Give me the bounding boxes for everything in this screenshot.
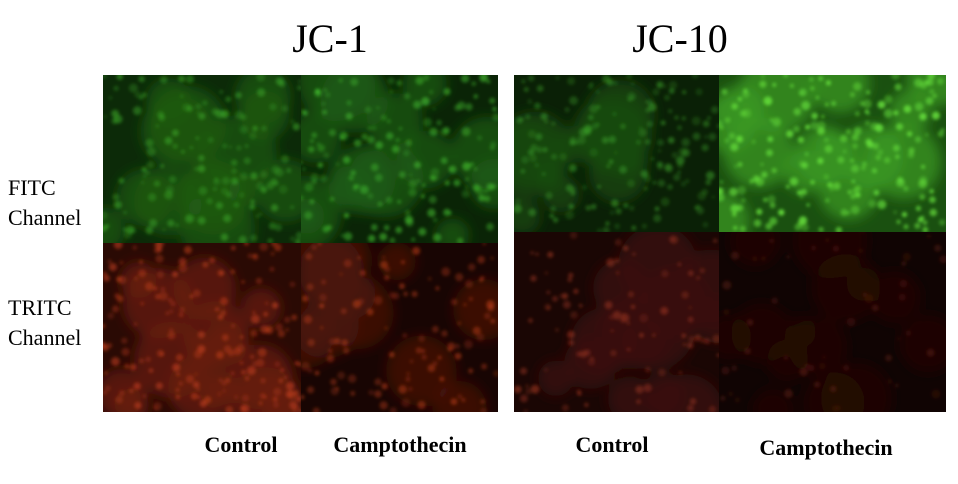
cells [514, 232, 719, 412]
micrograph [103, 243, 301, 412]
cells [719, 75, 946, 232]
micrograph [514, 75, 719, 232]
column-label: Camptothecin [333, 432, 466, 457]
cells [301, 243, 498, 412]
micrograph [301, 243, 498, 412]
micrograph [514, 232, 719, 412]
row-label: TRITC [8, 295, 72, 320]
cells [103, 75, 301, 243]
glow [103, 75, 301, 243]
glow [719, 75, 946, 232]
micrograph [719, 75, 946, 232]
glow [719, 232, 946, 412]
row-label: Channel [8, 325, 81, 350]
micrographs [103, 75, 946, 412]
cells [103, 243, 301, 412]
column-label: Control [576, 432, 649, 457]
panel-title: JC-1 [292, 16, 368, 61]
cells [514, 75, 719, 232]
row-label: FITC [8, 175, 56, 200]
row-label: Channel [8, 205, 81, 230]
cells [301, 75, 498, 243]
micrograph [719, 232, 946, 412]
panel-title: JC-10 [632, 16, 728, 61]
micrograph [301, 75, 498, 243]
column-label: Camptothecin [759, 435, 892, 460]
column-label: Control [205, 432, 278, 457]
micrograph [103, 75, 301, 243]
cells [720, 232, 946, 412]
